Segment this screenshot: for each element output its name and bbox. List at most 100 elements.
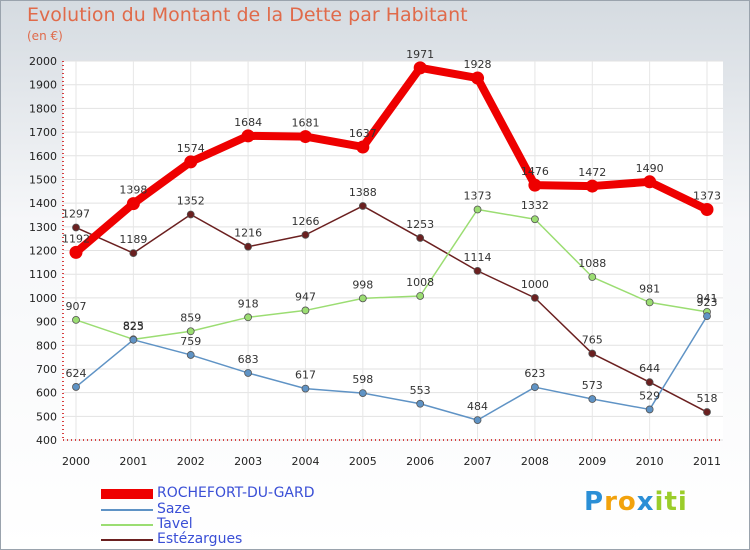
data-label-0: 1574 bbox=[177, 142, 205, 155]
data-label-0: 1472 bbox=[578, 166, 606, 179]
data-label-3: 1189 bbox=[119, 233, 147, 246]
data-label-0: 1490 bbox=[636, 162, 664, 175]
y-tick-label: 700 bbox=[36, 363, 57, 376]
legend-label-rochefort: ROCHEFORT-DU-GARD bbox=[157, 485, 315, 501]
x-tick-label: 2000 bbox=[62, 455, 90, 468]
data-point-2 bbox=[301, 306, 310, 315]
data-label-1: 553 bbox=[410, 384, 431, 397]
data-label-0: 1373 bbox=[693, 190, 721, 203]
data-point-1 bbox=[645, 405, 654, 414]
x-tick-label: 2011 bbox=[693, 455, 721, 468]
legend-label-estezargues: Estézargues bbox=[157, 531, 243, 547]
y-tick-label: 1100 bbox=[29, 268, 57, 281]
data-label-2: 1088 bbox=[578, 257, 606, 270]
data-label-3: 1352 bbox=[177, 194, 205, 207]
data-label-1: 624 bbox=[66, 367, 87, 380]
x-tick-label: 2002 bbox=[177, 455, 205, 468]
data-point-0 bbox=[471, 71, 485, 85]
data-point-1 bbox=[588, 395, 597, 403]
legend-label-saze: Saze bbox=[157, 501, 191, 517]
data-point-1 bbox=[358, 389, 367, 397]
y-tick-label: 1500 bbox=[29, 173, 57, 186]
data-label-2: 825 bbox=[123, 319, 144, 332]
data-point-0 bbox=[585, 179, 599, 193]
y-tick-label: 1800 bbox=[29, 102, 57, 115]
data-point-2 bbox=[416, 292, 425, 300]
legend-label-tavel: Tavel bbox=[157, 516, 193, 532]
logo-letter: x bbox=[636, 487, 655, 517]
data-point-3 bbox=[703, 408, 711, 416]
data-label-2: 859 bbox=[180, 311, 201, 324]
logo-letter: i bbox=[654, 487, 665, 517]
series-line-2 bbox=[75, 208, 708, 341]
chart-title: Evolution du Montant de la Dette par Hab… bbox=[27, 4, 468, 26]
data-point-3 bbox=[301, 230, 310, 239]
series-line-1 bbox=[75, 315, 708, 421]
data-label-3: 644 bbox=[639, 362, 660, 375]
data-point-2 bbox=[473, 205, 482, 214]
data-point-1 bbox=[186, 351, 195, 359]
data-label-2: 1008 bbox=[406, 276, 434, 289]
data-point-3 bbox=[72, 223, 80, 232]
data-point-1 bbox=[531, 383, 539, 392]
legend-swatch-estezargues bbox=[101, 539, 153, 541]
data-point-0 bbox=[643, 175, 657, 189]
data-label-2: 981 bbox=[639, 282, 660, 295]
chart-subtitle: (en €) bbox=[27, 29, 63, 43]
data-point-1 bbox=[416, 399, 425, 408]
data-point-1 bbox=[244, 369, 252, 377]
legend-swatch-tavel bbox=[101, 524, 153, 526]
logo-letter: r bbox=[604, 487, 618, 517]
data-label-1: 923 bbox=[697, 296, 718, 309]
data-point-2 bbox=[186, 327, 195, 336]
x-tick-label: 2001 bbox=[119, 455, 147, 468]
data-label-1: 617 bbox=[295, 369, 316, 382]
data-label-3: 1388 bbox=[349, 186, 377, 199]
data-label-1: 759 bbox=[180, 335, 201, 348]
data-point-3 bbox=[244, 242, 252, 251]
data-point-2 bbox=[358, 294, 367, 303]
data-point-2 bbox=[588, 273, 597, 281]
y-tick-label: 1300 bbox=[29, 221, 57, 234]
y-tick-label: 800 bbox=[36, 339, 57, 352]
data-label-0: 1928 bbox=[464, 58, 492, 71]
data-label-0: 1637 bbox=[349, 127, 377, 140]
x-tick-label: 2008 bbox=[521, 455, 549, 468]
series-line-3 bbox=[75, 205, 708, 413]
data-label-0: 1476 bbox=[521, 165, 549, 178]
data-label-2: 1373 bbox=[464, 190, 492, 203]
data-label-3: 1216 bbox=[234, 227, 262, 240]
data-point-3 bbox=[416, 234, 425, 242]
data-label-3: 1000 bbox=[521, 278, 549, 291]
x-tick-label: 2010 bbox=[636, 455, 664, 468]
data-point-3 bbox=[358, 202, 367, 210]
data-point-0 bbox=[298, 130, 312, 144]
data-point-2 bbox=[645, 298, 654, 307]
data-label-3: 765 bbox=[582, 334, 603, 347]
legend-swatch-saze bbox=[101, 509, 153, 511]
data-point-1 bbox=[473, 416, 482, 425]
data-label-2: 918 bbox=[238, 297, 259, 310]
y-tick-label: 1200 bbox=[29, 245, 57, 258]
data-label-1: 529 bbox=[639, 389, 660, 402]
data-point-2 bbox=[531, 215, 539, 224]
y-tick-label: 1700 bbox=[29, 126, 57, 139]
data-point-0 bbox=[241, 129, 255, 143]
series-line-0 bbox=[73, 63, 709, 256]
data-point-1 bbox=[72, 383, 80, 391]
data-label-0: 1684 bbox=[234, 116, 262, 129]
data-point-3 bbox=[186, 210, 195, 219]
data-point-1 bbox=[301, 384, 310, 393]
x-tick-label: 2006 bbox=[406, 455, 434, 468]
x-tick-label: 2009 bbox=[578, 455, 606, 468]
data-point-0 bbox=[184, 155, 198, 169]
x-tick-label: 2007 bbox=[464, 455, 492, 468]
data-label-1: 484 bbox=[467, 400, 488, 413]
data-label-2: 941 bbox=[697, 292, 718, 305]
y-tick-label: 1600 bbox=[29, 150, 57, 163]
data-point-0 bbox=[69, 245, 83, 259]
x-tick-label: 2003 bbox=[234, 455, 262, 468]
logo-letter: i bbox=[677, 487, 688, 517]
data-label-2: 1332 bbox=[521, 199, 549, 212]
